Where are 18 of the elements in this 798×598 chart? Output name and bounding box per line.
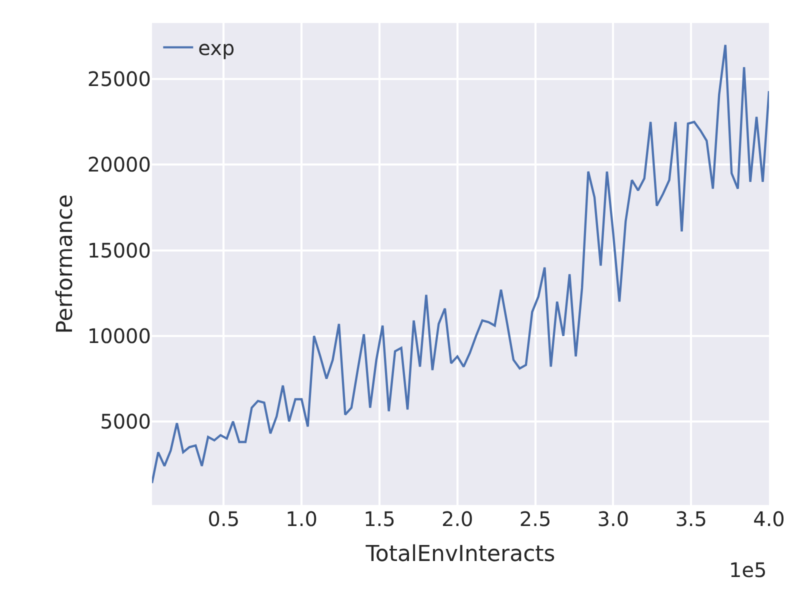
- y-tick-label: 20000: [87, 152, 151, 177]
- text: 1e5: [729, 558, 767, 582]
- x-tick-label: 1.0: [286, 507, 318, 531]
- y-tick-label: 25000: [87, 67, 151, 92]
- x-tick-label: 4.0: [753, 507, 785, 531]
- x-tick-label: 3.5: [675, 507, 708, 531]
- y-tick-label: 5000: [100, 409, 151, 434]
- y-tick-label: 15000: [87, 238, 151, 262]
- line-series: [152, 44, 769, 484]
- x-tick-label: 3.0: [597, 507, 630, 531]
- x-axis-title: TotalEnvInteracts: [364, 542, 556, 567]
- x-tick-label: 2.5: [519, 507, 552, 531]
- y-tick-label: 10000: [87, 324, 151, 348]
- x-tick-label: 0.5: [208, 507, 240, 531]
- y-axis-title: Performance: [53, 194, 78, 334]
- x-tick-label: 2.0: [441, 507, 474, 531]
- legend-label: exp: [198, 36, 235, 60]
- x-tick-label: 1.5: [364, 507, 396, 531]
